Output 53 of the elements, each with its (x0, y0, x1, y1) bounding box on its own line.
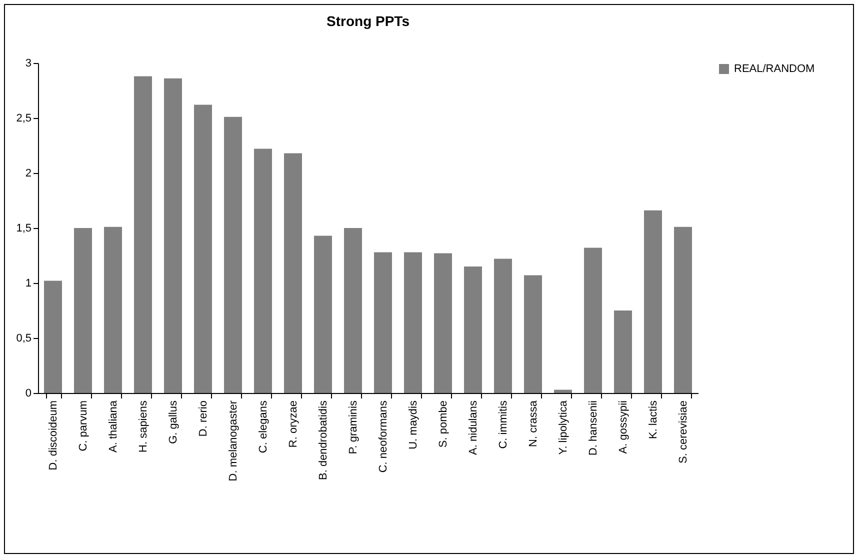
bar (194, 104, 212, 393)
x-tick-label: S. cerevisiae (678, 400, 690, 464)
x-tick-label: D. rerio (198, 400, 210, 437)
x-tick-label: C. elegans (258, 400, 270, 454)
x-tick-label: G. gallus (168, 400, 180, 444)
x-tick-label: D. hansenii (588, 400, 600, 456)
bar (344, 228, 362, 393)
x-tick-label: D. discoideum (48, 400, 60, 470)
bar (44, 280, 62, 393)
y-tick-label: 3 (25, 58, 32, 70)
x-tick-label: H. sapiens (138, 400, 150, 452)
x-tick-label: A. nidulans (468, 400, 480, 455)
bar (74, 228, 92, 393)
x-tick-label: R. oryzae (288, 400, 300, 448)
x-tick-label: S. pombe (438, 400, 450, 448)
y-tick-label: 2 (25, 168, 32, 180)
bar (374, 252, 392, 393)
bar (164, 78, 182, 393)
bar (224, 116, 242, 393)
x-tick-label: D. melanogaster (228, 400, 240, 482)
y-tick-label: 0,5 (16, 332, 32, 344)
legend-label: REAL/RANDOM (734, 63, 815, 75)
bar (314, 236, 332, 393)
bar (254, 148, 272, 393)
x-tick-label: K. lactis (648, 400, 660, 440)
bar (554, 390, 572, 393)
y-tick-label: 2,5 (16, 112, 32, 124)
x-tick-label: A. gossypii (618, 400, 630, 454)
y-tick-label: 1 (25, 278, 32, 290)
x-tick-label: P. graminis (348, 400, 360, 454)
bar (434, 253, 452, 393)
x-tick-label: Y. lipolytica (558, 400, 570, 455)
bar (104, 226, 122, 393)
x-tick-label: C. neoformans (378, 400, 390, 473)
bar (404, 252, 422, 393)
x-tick-label: N. crassa (528, 400, 540, 447)
chart-title: Strong PPTs (326, 13, 410, 29)
x-tick-label: C. immitis (498, 400, 510, 449)
y-tick-label: 0 (25, 388, 32, 400)
x-tick-label: U. maydis (408, 400, 420, 450)
y-tick-label: 1,5 (16, 222, 32, 234)
bar (284, 153, 302, 393)
bar (674, 226, 692, 393)
bar (614, 310, 632, 393)
x-tick-label: B. dendrobatidis (318, 400, 330, 480)
bar (644, 210, 662, 393)
bar (494, 258, 512, 393)
bar (134, 76, 152, 393)
bar (464, 266, 482, 393)
x-tick-label: C. parvum (78, 400, 90, 452)
bar (584, 248, 602, 393)
x-tick-label: A. thaliana (108, 400, 120, 452)
bar (524, 275, 542, 393)
